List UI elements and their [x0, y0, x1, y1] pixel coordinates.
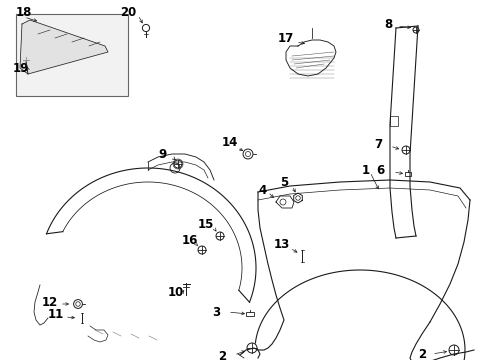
Text: 19: 19 [13, 63, 29, 76]
Text: 2: 2 [417, 348, 425, 360]
Text: 15: 15 [198, 219, 214, 231]
Text: 14: 14 [222, 136, 238, 149]
Text: 10: 10 [168, 287, 184, 300]
Text: 12: 12 [42, 297, 58, 310]
Text: 20: 20 [120, 6, 136, 19]
Text: 11: 11 [48, 309, 64, 321]
FancyBboxPatch shape [16, 14, 128, 96]
Text: 16: 16 [182, 234, 198, 248]
Text: 13: 13 [273, 238, 290, 252]
Bar [246, 312, 253, 316]
Text: 6: 6 [375, 165, 384, 177]
Text: 8: 8 [383, 18, 391, 31]
Text: 4: 4 [258, 184, 265, 197]
Text: 7: 7 [373, 139, 381, 152]
Text: 17: 17 [278, 32, 294, 45]
Bar [404, 172, 410, 176]
Text: 18: 18 [16, 6, 32, 19]
Polygon shape [20, 20, 108, 74]
Text: 1: 1 [361, 165, 369, 177]
Text: 3: 3 [212, 306, 220, 319]
Text: 2: 2 [218, 350, 225, 360]
Text: 9: 9 [158, 148, 166, 161]
Text: 5: 5 [280, 176, 287, 189]
